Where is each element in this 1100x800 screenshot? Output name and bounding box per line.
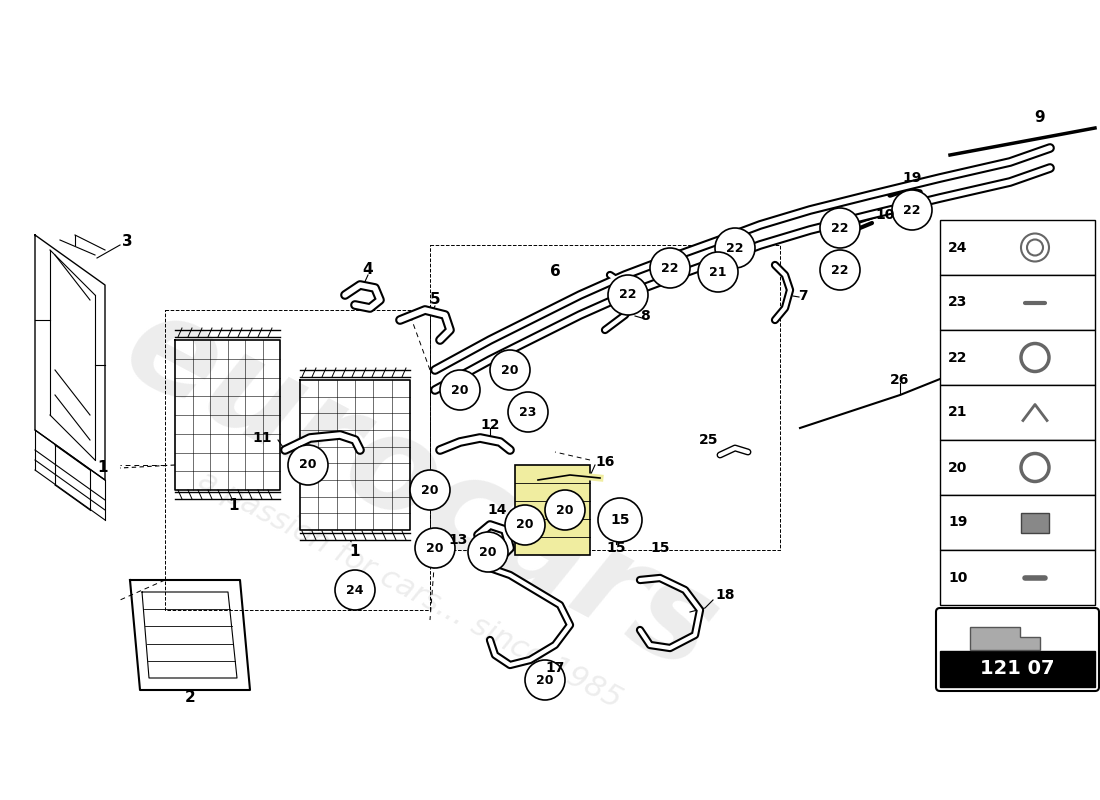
Circle shape (508, 392, 548, 432)
Bar (940, 550, 1094, 605)
Text: 24: 24 (346, 583, 364, 597)
Text: 22: 22 (661, 262, 679, 274)
Text: 19: 19 (948, 515, 967, 530)
Bar (940, 330, 1094, 385)
Text: 20: 20 (557, 503, 574, 517)
Text: 22: 22 (832, 263, 849, 277)
Bar (515, 465, 590, 555)
Text: 20: 20 (299, 458, 317, 471)
Text: 20: 20 (427, 542, 443, 554)
Circle shape (608, 275, 648, 315)
Text: 6: 6 (550, 265, 560, 279)
Text: 20: 20 (537, 674, 553, 686)
Text: 10: 10 (948, 570, 967, 585)
Text: 21: 21 (710, 266, 727, 278)
Circle shape (544, 490, 585, 530)
Text: 12: 12 (481, 418, 499, 432)
Text: eurocars: eurocars (103, 282, 737, 698)
Text: 22: 22 (948, 350, 968, 365)
Text: a passion for cars... since 1985: a passion for cars... since 1985 (194, 466, 627, 714)
Circle shape (525, 660, 565, 700)
Text: 21: 21 (948, 406, 968, 419)
Text: 19: 19 (902, 171, 922, 185)
Text: 15: 15 (610, 513, 629, 527)
Text: 2: 2 (185, 690, 196, 706)
Circle shape (415, 528, 455, 568)
Text: 1: 1 (98, 461, 108, 475)
Text: 22: 22 (832, 222, 849, 234)
Text: 26: 26 (890, 373, 910, 387)
Text: 25: 25 (698, 433, 718, 447)
Text: 15: 15 (606, 541, 626, 555)
Bar (940, 495, 1094, 550)
Text: 20: 20 (502, 363, 519, 377)
Text: 24: 24 (948, 241, 968, 254)
Text: 20: 20 (480, 546, 497, 558)
Text: 1: 1 (350, 545, 361, 559)
Bar (940, 275, 1094, 330)
Text: 20: 20 (948, 461, 967, 474)
Circle shape (715, 228, 755, 268)
Polygon shape (970, 627, 1040, 650)
FancyBboxPatch shape (936, 608, 1099, 691)
Circle shape (598, 498, 642, 542)
Text: 15: 15 (650, 541, 670, 555)
Circle shape (820, 208, 860, 248)
Circle shape (505, 505, 544, 545)
Text: 3: 3 (122, 234, 133, 250)
Circle shape (288, 445, 328, 485)
Bar (940, 220, 1094, 275)
Text: 18: 18 (715, 588, 735, 602)
Text: 11: 11 (253, 431, 272, 445)
Text: 5: 5 (430, 293, 440, 307)
Text: 20: 20 (421, 483, 439, 497)
Text: 22: 22 (619, 289, 637, 302)
Circle shape (820, 250, 860, 290)
Text: 23: 23 (948, 295, 967, 310)
Text: 17: 17 (546, 661, 564, 675)
Text: 7: 7 (798, 289, 807, 303)
Text: 20: 20 (451, 383, 469, 397)
Circle shape (468, 532, 508, 572)
Text: 9: 9 (1035, 110, 1045, 126)
Text: 14: 14 (487, 503, 507, 517)
Bar (940, 440, 1094, 495)
Text: 20: 20 (516, 518, 534, 531)
Bar (940, 385, 1094, 440)
Text: 22: 22 (903, 203, 921, 217)
Text: 10: 10 (874, 208, 894, 222)
Text: 16: 16 (595, 455, 615, 469)
Circle shape (490, 350, 530, 390)
Circle shape (650, 248, 690, 288)
Bar (1021, 513, 1049, 533)
Text: 1: 1 (229, 498, 240, 513)
Text: 13: 13 (449, 533, 468, 547)
Circle shape (410, 470, 450, 510)
Bar (940, 651, 1094, 687)
Text: 4: 4 (363, 262, 373, 278)
Circle shape (892, 190, 932, 230)
Text: 22: 22 (726, 242, 744, 254)
Text: 8: 8 (640, 309, 650, 323)
Circle shape (336, 570, 375, 610)
Circle shape (698, 252, 738, 292)
Text: 23: 23 (519, 406, 537, 418)
Circle shape (440, 370, 480, 410)
Text: 121 07: 121 07 (980, 659, 1055, 678)
